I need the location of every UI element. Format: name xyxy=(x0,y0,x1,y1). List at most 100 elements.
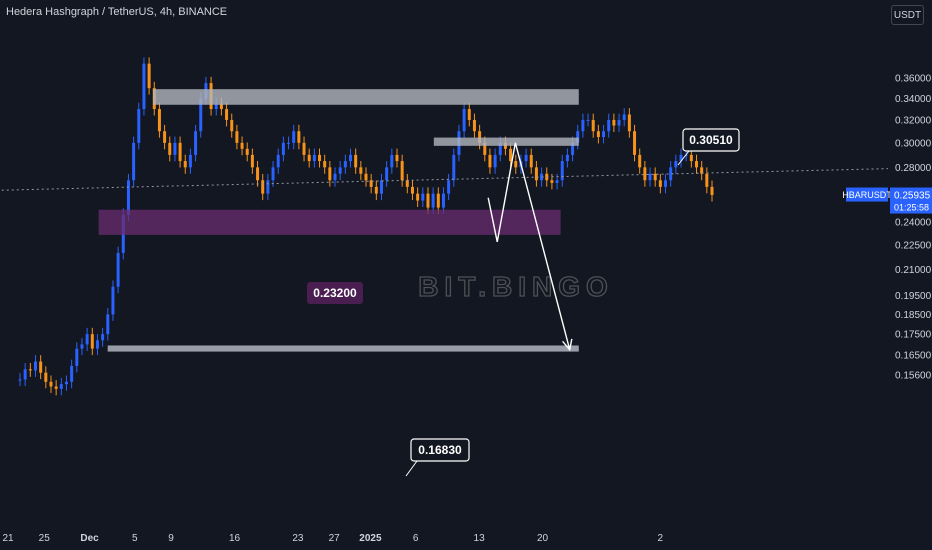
candle-body xyxy=(602,131,606,137)
x-tick-label: 16 xyxy=(229,533,241,544)
candle-body xyxy=(607,119,611,132)
candle-body xyxy=(560,161,564,181)
candle-body xyxy=(287,142,291,144)
candle-body xyxy=(28,369,32,371)
candle-body xyxy=(147,63,151,89)
candle-body xyxy=(261,180,265,194)
zone-target xyxy=(107,345,579,352)
candle-body xyxy=(581,119,585,132)
candle-body xyxy=(33,361,37,371)
candle-body xyxy=(529,154,533,168)
candle-body xyxy=(354,154,358,168)
x-tick-label: 27 xyxy=(329,533,341,544)
symbol-text: HBARUSDT xyxy=(842,190,892,200)
candle-body xyxy=(503,142,507,149)
candle-body xyxy=(90,334,94,349)
countdown-text: 01:25:58 xyxy=(894,203,929,213)
candle-body xyxy=(385,167,389,181)
candle-body xyxy=(498,142,502,155)
y-tick-label: 0.24000 xyxy=(895,218,932,229)
candle-body xyxy=(488,154,492,168)
candle-body xyxy=(163,131,167,143)
candle-body xyxy=(359,167,363,174)
candle-body xyxy=(379,180,383,194)
candle-body xyxy=(168,142,172,155)
y-tick-label: 0.32000 xyxy=(895,115,932,126)
candle-body xyxy=(612,119,616,126)
candle-body xyxy=(648,173,652,181)
candle-body xyxy=(126,180,130,215)
zone-support xyxy=(98,209,561,235)
candle-body xyxy=(292,131,296,143)
label-pointer xyxy=(405,460,418,477)
candle-body xyxy=(478,131,482,143)
y-tick-label: 0.28000 xyxy=(895,163,932,174)
candle-body xyxy=(705,173,709,187)
candle-body xyxy=(49,381,53,387)
candle-body xyxy=(509,148,513,162)
price-zones xyxy=(98,89,579,352)
zone-label: 0.30510 xyxy=(677,128,740,166)
candle-body xyxy=(540,173,544,181)
candle-body xyxy=(426,193,430,208)
candle-body xyxy=(39,361,43,373)
candle-body xyxy=(700,167,704,174)
candle-body xyxy=(106,314,110,335)
candle-body xyxy=(565,154,569,162)
x-tick-label: 2025 xyxy=(359,533,382,544)
arrow-head xyxy=(562,338,573,352)
candle-body xyxy=(514,161,518,168)
candle-body xyxy=(493,154,497,168)
watermark: BIT.BINGO xyxy=(418,271,614,302)
candle-body xyxy=(669,167,673,181)
label-box xyxy=(410,438,470,462)
candle-body xyxy=(230,119,234,132)
candle-body xyxy=(142,63,146,110)
candle-body xyxy=(85,334,89,345)
candle-body xyxy=(312,154,316,162)
currency-button[interactable]: USDT xyxy=(891,5,924,25)
candle-body xyxy=(137,109,141,143)
candle-body xyxy=(467,109,471,120)
candle-body xyxy=(266,180,270,194)
candle-body xyxy=(225,109,229,120)
candle-body xyxy=(596,131,600,137)
candle-body xyxy=(664,180,668,187)
candle-body xyxy=(416,193,420,201)
candle-body xyxy=(658,180,662,187)
y-tick-label: 0.22500 xyxy=(895,240,932,251)
candle-body xyxy=(483,142,487,155)
x-axis: 21 25 Dec 5 9 16 23 27 2025 6 13 20 2 xyxy=(2,533,663,544)
x-tick-label: 9 xyxy=(168,533,174,544)
x-tick-label: 2 xyxy=(658,533,664,544)
candle-body xyxy=(452,154,456,181)
candle-body xyxy=(188,154,192,168)
price-text: 0.25935 xyxy=(894,191,931,202)
candle-body xyxy=(64,381,68,385)
chart-title: Hedera Hashgraph / TetherUS, 4h, BINANCE xyxy=(6,6,228,18)
x-tick-label: 13 xyxy=(474,533,486,544)
y-tick-label: 0.16500 xyxy=(895,351,932,362)
x-tick-label: 25 xyxy=(39,533,51,544)
candle-body xyxy=(550,180,554,183)
candle-body xyxy=(75,348,79,366)
label-text: 0.23200 xyxy=(313,286,357,300)
candle-body xyxy=(59,384,63,389)
candle-body xyxy=(70,365,74,382)
candle-body xyxy=(679,154,683,162)
candle-body xyxy=(591,119,595,132)
candle-body xyxy=(586,119,590,121)
label-box xyxy=(682,128,740,152)
x-tick-label: 6 xyxy=(413,533,419,544)
zone-resistance-upper xyxy=(152,89,579,105)
candle-body xyxy=(410,186,414,194)
zone-label: 0.16830 xyxy=(405,438,470,477)
candle-body xyxy=(240,142,244,149)
candle-body xyxy=(441,193,445,208)
candle-body xyxy=(178,142,182,162)
candle-body xyxy=(23,369,27,380)
candle-body xyxy=(369,180,373,187)
candle-body xyxy=(281,142,285,155)
candle-body xyxy=(524,154,528,162)
